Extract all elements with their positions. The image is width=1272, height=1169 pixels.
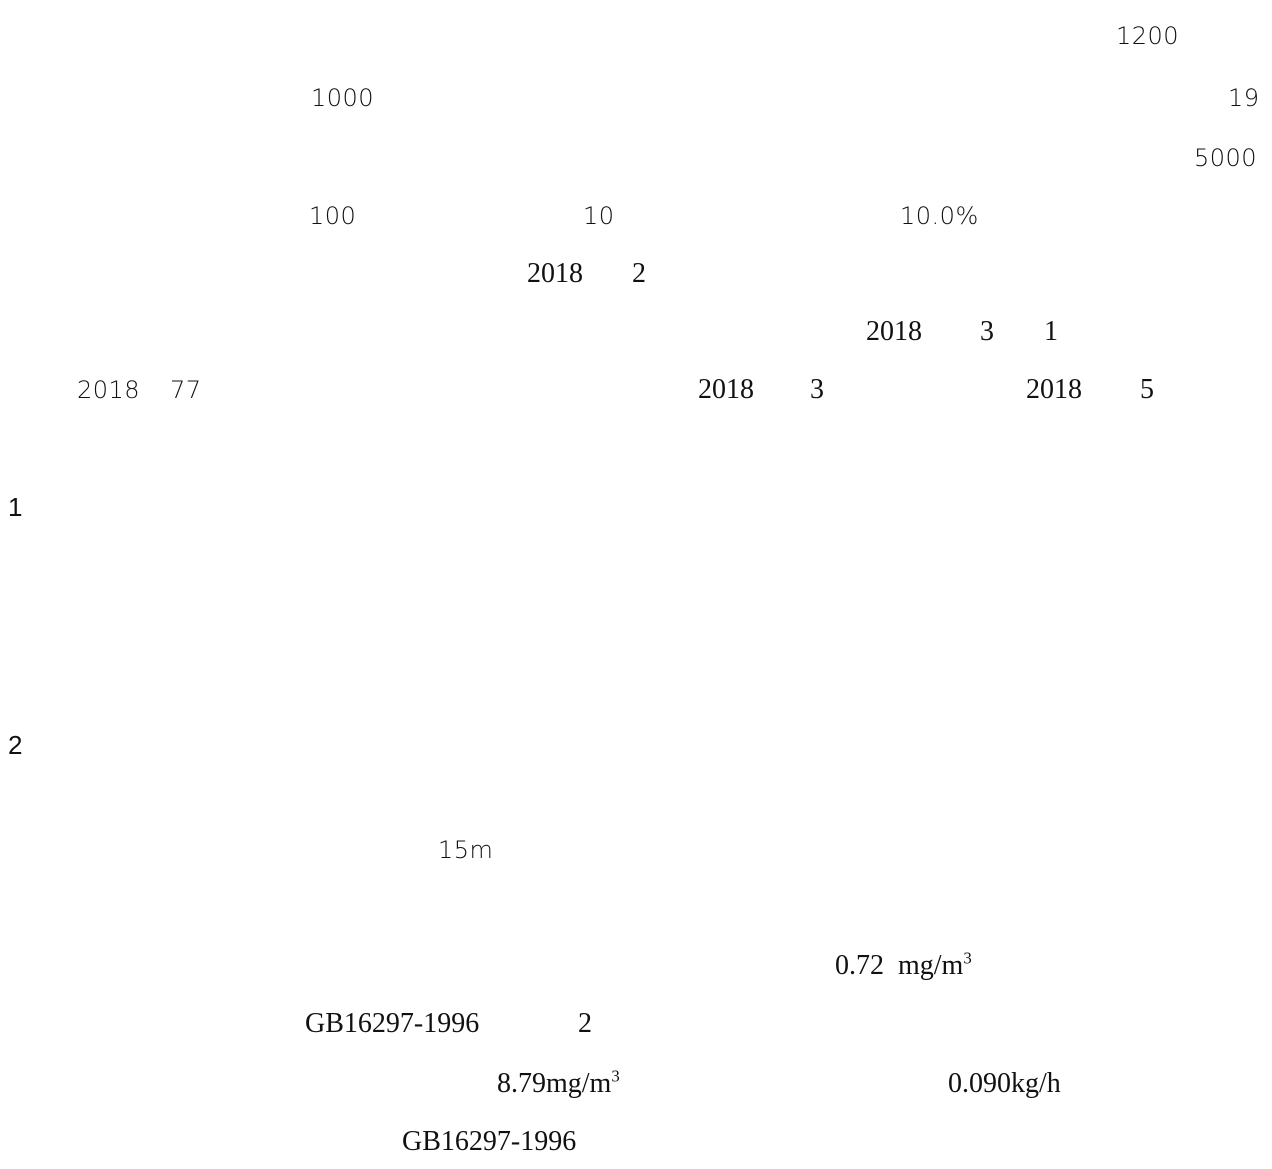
text-100: 100 <box>309 202 357 230</box>
concentration-unit: mg/m <box>898 950 964 981</box>
standard-code-2: GB16297-1996 <box>402 1126 577 1157</box>
standard-code-1: GB16297-1996 <box>305 1008 480 1039</box>
year-2018-d: 2018 <box>1026 374 1082 405</box>
text-10-percent: 10.0% <box>900 202 979 230</box>
standard-table-number: 2 <box>578 1008 592 1039</box>
doc-number-77: 77 <box>170 376 202 404</box>
concentration-value: 0.72 mg/m3 <box>835 948 972 981</box>
month-3-b: 3 <box>810 374 824 405</box>
text-5000: 5000 <box>1194 144 1258 172</box>
month-2: 2 <box>632 258 646 289</box>
emission-concentration-unit: 8.79mg/m <box>497 1068 612 1099</box>
day-1: 1 <box>1044 316 1058 347</box>
month-3: 3 <box>980 316 994 347</box>
doc-year-2018: 2018 <box>77 376 141 404</box>
text-1200: 1200 <box>1116 22 1180 50</box>
year-2018-a: 2018 <box>527 258 583 289</box>
month-5: 5 <box>1140 374 1154 405</box>
text-19: 19 <box>1228 84 1260 112</box>
emission-rate: 0.090kg/h <box>948 1068 1061 1099</box>
section-heading-2: 2 <box>8 730 23 760</box>
concentration-exponent: 3 <box>963 948 972 968</box>
section-heading-1: 1 <box>8 492 23 522</box>
emission-concentration: 8.79mg/m3 <box>497 1066 620 1099</box>
stack-height: 15m <box>438 836 494 864</box>
year-2018-c: 2018 <box>698 374 754 405</box>
emission-concentration-exponent: 3 <box>611 1066 620 1086</box>
year-2018-b: 2018 <box>866 316 922 347</box>
concentration-number: 0.72 <box>835 950 884 981</box>
text-1000: 1000 <box>311 84 375 112</box>
text-10: 10 <box>583 202 615 230</box>
